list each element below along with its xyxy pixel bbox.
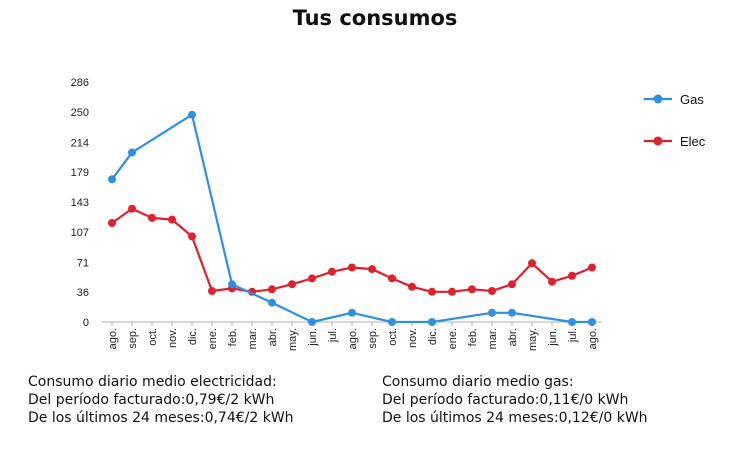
y-tick-label: 36 [77, 287, 89, 299]
x-axis: ago. sep. oct. nov. dic. ene. feb. mar. abr. may.… [102, 321, 602, 351]
x-tick-label: oct. [147, 328, 159, 346]
gas-data-point [228, 280, 236, 289]
elec-data-point [168, 215, 176, 224]
x-tick-label: ago. [587, 328, 599, 349]
elec-data-point [548, 277, 556, 286]
x-tick-label: nov. [167, 328, 179, 348]
elec-data-point [388, 274, 396, 283]
x-tick-label: ene. [447, 328, 459, 349]
x-tick-label: abr. [507, 328, 519, 346]
x-tick-label: feb. [227, 328, 239, 346]
elec-data-point [568, 271, 576, 280]
y-tick-label: 71 [77, 257, 89, 269]
x-tick-label: mar. [247, 328, 259, 349]
gas-summary-heading: Consumo diario medio gas: [382, 374, 574, 390]
y-tick-label: 107 [71, 227, 89, 239]
elec-data-point [188, 232, 196, 241]
electricity-summary-last24: De los últimos 24 meses:0,74€/2 kWh [28, 410, 294, 426]
x-tick-label: jun. [307, 328, 319, 347]
gas-series-line [111, 113, 592, 324]
gas-data-point [388, 318, 396, 326]
gas-data-point [488, 308, 496, 317]
x-tick-label: jun. [547, 328, 559, 347]
x-tick-label: ago. [347, 328, 359, 349]
y-tick-label: 0 [83, 317, 89, 329]
legend: Gas Elec [644, 92, 706, 149]
elec-data-point [408, 282, 416, 291]
electricity-summary-period: Del período facturado:0,79€/2 kWh [28, 392, 275, 408]
gas-legend-label: Gas [680, 92, 704, 107]
electricity-summary: Consumo diario medio electricidad: Del p… [28, 373, 294, 427]
elec-legend-label: Elec [680, 134, 706, 149]
gas-data-point [508, 308, 516, 317]
y-tick-label: 286 [71, 77, 89, 89]
x-tick-label: feb. [467, 328, 479, 346]
elec-data-point [348, 263, 356, 272]
x-tick-label: may. [527, 328, 539, 351]
elec-data-point [308, 274, 316, 283]
gas-data-point [568, 318, 576, 326]
x-tick-label: sep. [127, 328, 139, 349]
y-tick-label: 179 [71, 167, 89, 179]
elec-data-point [108, 219, 116, 227]
elec-data-point [208, 287, 216, 295]
gas-data-point [308, 318, 316, 326]
x-tick-label: ene. [207, 328, 219, 349]
x-tick-label: ago. [107, 328, 119, 349]
x-tick-label: jul. [567, 328, 579, 343]
elec-data-point [488, 287, 496, 295]
gas-summary: Consumo diario medio gas: Del período fa… [382, 373, 648, 427]
y-axis: 0 36 71 107 143 179 214 250 286 [71, 77, 89, 329]
y-tick-label: 143 [71, 197, 89, 209]
y-tick-label: 250 [71, 107, 89, 119]
series-layer [108, 110, 596, 326]
x-tick-label: dic. [427, 328, 439, 345]
elec-data-point [508, 280, 516, 289]
elec-series-line [111, 207, 593, 293]
line-chart: 0 36 71 107 143 179 214 250 286 ago. sep. oct. nov.… [71, 77, 706, 351]
elec-data-point [288, 280, 296, 289]
elec-legend-marker [653, 136, 663, 146]
elec-data-point [328, 267, 336, 276]
x-tick-label: may. [287, 328, 299, 351]
elec-data-point [588, 263, 596, 272]
x-tick-label: nov. [407, 328, 419, 348]
gas-data-point [428, 318, 436, 326]
electricity-summary-heading: Consumo diario medio electricidad: [28, 374, 277, 390]
x-tick-label: jul. [327, 328, 339, 343]
elec-data-point [448, 287, 456, 296]
gas-data-point [188, 110, 196, 119]
x-tick-label: sep. [367, 328, 379, 349]
elec-data-point [528, 259, 536, 268]
x-tick-label: mar. [487, 328, 499, 349]
elec-data-point [368, 265, 376, 274]
elec-data-point [428, 287, 436, 296]
gas-summary-last24: De los últimos 24 meses:0,12€/0 kWh [382, 410, 648, 426]
gas-summary-period: Del período facturado:0,11€/0 kWh [382, 392, 629, 408]
chart-title: Tus consumos [292, 6, 458, 30]
elec-data-point [148, 213, 156, 222]
x-tick-label: dic. [187, 328, 199, 345]
gas-data-point [348, 308, 356, 317]
gas-data-point [108, 175, 116, 184]
elec-data-point [468, 285, 476, 294]
y-tick-label: 214 [71, 137, 89, 149]
elec-data-point [268, 285, 276, 294]
gas-data-point [588, 318, 596, 326]
x-tick-label: abr. [267, 328, 279, 346]
elec-data-point [128, 204, 136, 213]
x-tick-label: oct. [387, 328, 399, 346]
gas-data-point [128, 148, 136, 157]
gas-data-point [268, 298, 276, 307]
gas-legend-marker [653, 94, 663, 104]
